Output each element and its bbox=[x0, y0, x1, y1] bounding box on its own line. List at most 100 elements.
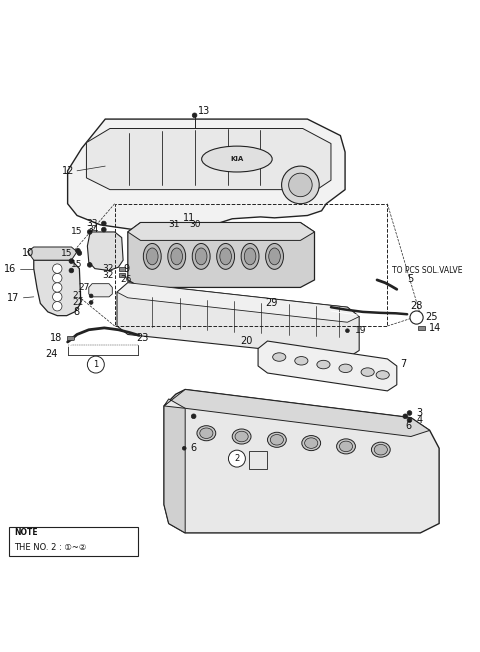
Text: 30: 30 bbox=[189, 220, 201, 229]
Circle shape bbox=[87, 230, 92, 234]
Ellipse shape bbox=[244, 248, 256, 265]
Text: 25: 25 bbox=[425, 312, 437, 321]
Text: 8: 8 bbox=[73, 307, 79, 317]
Ellipse shape bbox=[202, 146, 272, 172]
Text: 33: 33 bbox=[87, 219, 98, 228]
Circle shape bbox=[403, 414, 408, 419]
Circle shape bbox=[89, 294, 93, 298]
Polygon shape bbox=[164, 389, 430, 436]
Text: 16: 16 bbox=[4, 263, 16, 274]
Text: 14: 14 bbox=[429, 323, 441, 333]
Circle shape bbox=[87, 263, 92, 267]
Circle shape bbox=[69, 259, 74, 263]
Text: 19: 19 bbox=[355, 326, 366, 335]
Ellipse shape bbox=[270, 434, 284, 445]
Bar bbox=[119, 273, 125, 277]
Text: 17: 17 bbox=[7, 293, 20, 303]
Text: TO PCS SOL.VALVE: TO PCS SOL.VALVE bbox=[392, 266, 463, 275]
Text: 4: 4 bbox=[417, 415, 423, 425]
Text: 31: 31 bbox=[168, 220, 180, 229]
Circle shape bbox=[228, 450, 245, 467]
Polygon shape bbox=[128, 222, 314, 241]
Ellipse shape bbox=[192, 243, 210, 269]
Ellipse shape bbox=[339, 441, 353, 452]
Circle shape bbox=[76, 248, 80, 253]
Circle shape bbox=[346, 329, 349, 333]
Text: 27: 27 bbox=[79, 283, 90, 292]
Text: 3: 3 bbox=[417, 408, 423, 418]
Circle shape bbox=[192, 414, 196, 419]
Polygon shape bbox=[68, 119, 345, 232]
Text: 23: 23 bbox=[136, 333, 148, 343]
Text: 15: 15 bbox=[71, 260, 83, 269]
Bar bbox=[67, 336, 74, 340]
Polygon shape bbox=[164, 406, 185, 533]
Text: 20: 20 bbox=[240, 336, 252, 346]
Ellipse shape bbox=[146, 248, 158, 265]
Ellipse shape bbox=[376, 371, 389, 379]
Ellipse shape bbox=[317, 361, 330, 369]
Polygon shape bbox=[164, 389, 439, 533]
Polygon shape bbox=[89, 284, 112, 297]
Text: 34: 34 bbox=[87, 225, 98, 234]
Ellipse shape bbox=[295, 357, 308, 365]
Polygon shape bbox=[28, 247, 77, 260]
Polygon shape bbox=[128, 222, 314, 288]
Text: 2: 2 bbox=[234, 454, 240, 463]
Circle shape bbox=[53, 292, 62, 301]
Polygon shape bbox=[86, 128, 331, 190]
Polygon shape bbox=[34, 260, 81, 316]
Text: 5: 5 bbox=[407, 274, 413, 284]
Text: 26: 26 bbox=[120, 275, 132, 284]
Circle shape bbox=[53, 283, 62, 292]
Bar bbox=[249, 451, 267, 469]
Text: 21: 21 bbox=[72, 291, 84, 301]
Circle shape bbox=[182, 447, 186, 450]
Circle shape bbox=[53, 264, 62, 273]
Text: 32: 32 bbox=[102, 271, 114, 280]
Text: 28: 28 bbox=[410, 301, 422, 311]
Circle shape bbox=[77, 251, 82, 256]
Circle shape bbox=[101, 221, 106, 226]
Circle shape bbox=[69, 268, 74, 273]
Polygon shape bbox=[117, 283, 359, 358]
Text: 24: 24 bbox=[45, 349, 57, 359]
Circle shape bbox=[89, 301, 93, 304]
Text: 6: 6 bbox=[190, 443, 196, 453]
Text: 7: 7 bbox=[401, 359, 407, 368]
Bar bbox=[418, 326, 424, 330]
Ellipse shape bbox=[267, 432, 286, 447]
Ellipse shape bbox=[220, 248, 231, 265]
Circle shape bbox=[87, 356, 104, 373]
Text: 10: 10 bbox=[22, 248, 34, 258]
Text: 15: 15 bbox=[71, 228, 83, 237]
Text: 22: 22 bbox=[73, 298, 84, 307]
Ellipse shape bbox=[144, 243, 161, 269]
Circle shape bbox=[288, 173, 312, 197]
Polygon shape bbox=[258, 341, 397, 391]
Ellipse shape bbox=[273, 353, 286, 361]
Ellipse shape bbox=[269, 248, 280, 265]
Polygon shape bbox=[87, 232, 123, 271]
Ellipse shape bbox=[168, 243, 186, 269]
Text: 1: 1 bbox=[93, 360, 98, 369]
Text: 12: 12 bbox=[62, 166, 75, 176]
Text: KIA: KIA bbox=[230, 156, 243, 162]
Text: THE NO. 2 : ①~②: THE NO. 2 : ①~② bbox=[14, 544, 86, 552]
Bar bbox=[115, 203, 387, 326]
Ellipse shape bbox=[200, 428, 213, 439]
Text: 13: 13 bbox=[198, 106, 211, 115]
Circle shape bbox=[53, 273, 62, 283]
Ellipse shape bbox=[195, 248, 207, 265]
Ellipse shape bbox=[305, 438, 318, 449]
Ellipse shape bbox=[197, 426, 216, 441]
Circle shape bbox=[410, 311, 423, 324]
Text: 15: 15 bbox=[61, 248, 72, 258]
Ellipse shape bbox=[265, 243, 284, 269]
Text: 29: 29 bbox=[265, 299, 277, 308]
Text: 6: 6 bbox=[405, 421, 411, 431]
Circle shape bbox=[192, 113, 197, 117]
Text: 9: 9 bbox=[123, 263, 129, 274]
Ellipse shape bbox=[232, 429, 251, 444]
Text: NOTE: NOTE bbox=[14, 528, 37, 537]
